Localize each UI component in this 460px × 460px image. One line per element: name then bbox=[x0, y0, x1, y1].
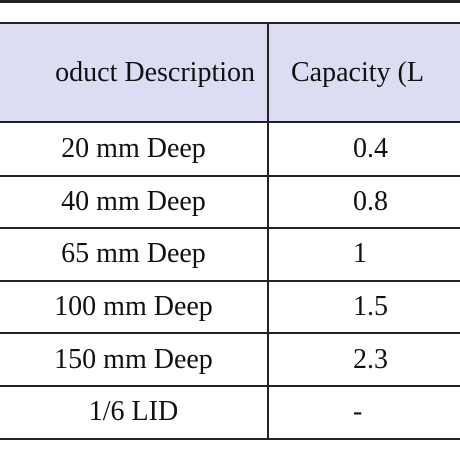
row-divider bbox=[0, 279, 460, 282]
header-cell: oduct Description bbox=[0, 24, 267, 122]
row-divider bbox=[0, 332, 460, 335]
table bbox=[0, 22, 460, 440]
table-cell: 100 mm Deep bbox=[54, 291, 213, 323]
border bbox=[0, 0, 460, 3]
table-cell: 2.3 bbox=[353, 343, 388, 375]
table-cell: 0.4 bbox=[353, 133, 388, 165]
table-cell: 1.5 bbox=[353, 291, 388, 323]
row-divider bbox=[0, 174, 460, 177]
table-cell: 65 mm Deep bbox=[61, 238, 206, 270]
table-cell: 20 mm Deep bbox=[61, 133, 206, 165]
table-cell: 40 mm Deep bbox=[61, 185, 206, 217]
column-divider bbox=[267, 22, 269, 440]
table-cell: 1/6 LID bbox=[88, 396, 179, 428]
row-divider bbox=[0, 121, 460, 123]
table-cell: 0.8 bbox=[353, 185, 388, 217]
table-cell: - bbox=[353, 396, 363, 428]
row-divider bbox=[0, 385, 460, 387]
table-cell: 1 bbox=[353, 238, 367, 270]
row-divider bbox=[0, 227, 460, 230]
header-cell: Capacity (L bbox=[269, 24, 460, 122]
table-cell: 150 mm Deep bbox=[54, 343, 213, 375]
